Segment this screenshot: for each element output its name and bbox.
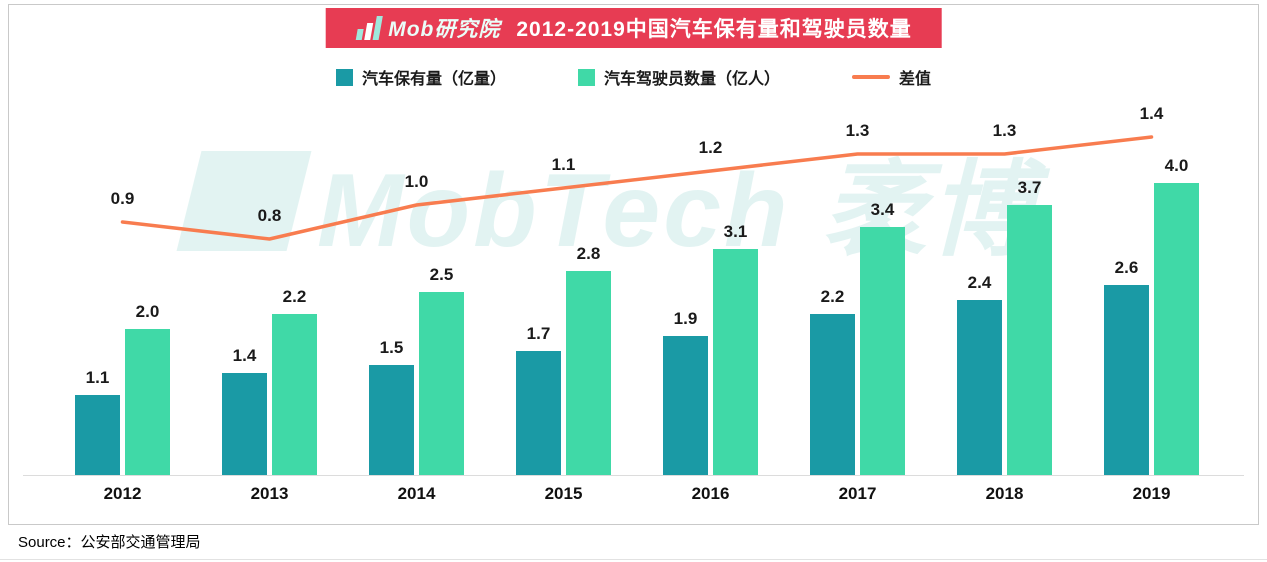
x-axis-label: 2019 — [1132, 484, 1171, 503]
bar-value-label: 2.8 — [576, 244, 601, 263]
chart-title: 2012-2019中国汽车保有量和驾驶员数量 — [516, 18, 912, 41]
bar — [419, 292, 464, 475]
bar — [1154, 183, 1199, 475]
bottom-divider — [0, 559, 1267, 560]
legend-item: 汽车驾驶员数量（亿人） — [577, 65, 780, 89]
legend-item: 差值 — [852, 65, 931, 89]
bar — [566, 271, 611, 475]
bar-value-label: 1.7 — [526, 324, 551, 343]
bar-value-label: 4.0 — [1164, 156, 1189, 175]
bar-value-label: 2.2 — [282, 287, 307, 306]
bar — [810, 314, 855, 475]
plot-area: 1.1 2.0 2012 1.4 2.2 2013 1.5 2.5 2014 1.7 2.8 2015… — [9, 5, 1258, 524]
bar-value-label: 2.4 — [967, 273, 992, 292]
mob-logo: Mob研究院 — [355, 13, 500, 43]
bar-value-label: 1.9 — [673, 309, 698, 328]
bar — [713, 249, 758, 475]
line-value-label: 1.3 — [845, 121, 870, 140]
bar — [75, 395, 120, 475]
bar — [222, 373, 267, 475]
mob-logo-text: Mob研究院 — [388, 18, 501, 41]
x-axis-label: 2017 — [838, 484, 877, 503]
legend-swatch — [577, 68, 595, 86]
bar — [1104, 285, 1149, 475]
line-value-label: 1.4 — [1139, 104, 1164, 123]
legend-label: 差值 — [899, 71, 932, 88]
bar-value-label: 2.0 — [135, 302, 160, 321]
bar — [1007, 205, 1052, 475]
legend-line-swatch — [852, 75, 890, 79]
line-value-label: 1.0 — [404, 172, 429, 191]
bar — [125, 329, 170, 475]
legend-swatch — [335, 68, 353, 86]
line-value-label: 0.9 — [110, 189, 135, 208]
x-axis-label: 2018 — [985, 484, 1024, 503]
legend: 汽车保有量（亿量） 汽车驾驶员数量（亿人） 差值 — [9, 65, 1258, 89]
diff-line-svg — [120, 135, 1154, 241]
x-axis-label: 2013 — [250, 484, 289, 503]
bar-value-label: 1.4 — [232, 346, 257, 365]
diff-line — [120, 135, 1154, 241]
legend-label: 汽车驾驶员数量（亿人） — [603, 71, 780, 88]
legend-label: 汽车保有量（亿量） — [361, 71, 506, 88]
legend-item: 汽车保有量（亿量） — [335, 65, 506, 89]
mob-logo-icon — [355, 16, 383, 40]
bar — [957, 300, 1002, 475]
x-axis-label: 2014 — [397, 484, 436, 503]
bar-value-label: 2.6 — [1114, 258, 1139, 277]
bar-value-label: 1.5 — [379, 338, 404, 357]
x-axis-label: 2012 — [103, 484, 142, 503]
x-axis-label: 2015 — [544, 484, 583, 503]
watermark-text: MobTech 袤博 — [317, 153, 1037, 269]
bar — [369, 365, 414, 475]
bar-value-label: 3.1 — [723, 222, 748, 241]
bar — [272, 314, 317, 475]
x-axis-line — [23, 475, 1244, 476]
bar-value-label: 2.2 — [820, 287, 845, 306]
bar-value-label: 2.5 — [429, 265, 454, 284]
line-value-label: 1.3 — [992, 121, 1017, 140]
line-value-label: 1.1 — [551, 155, 576, 174]
bar-value-label: 3.7 — [1017, 178, 1042, 197]
bar — [663, 336, 708, 475]
chart-frame: MobTech 袤博 Mob研究院 2012-2019中国汽车保有量和驾驶员数量… — [8, 4, 1259, 525]
source-note: Source：公安部交通管理局 — [18, 534, 201, 551]
chart-header: Mob研究院 2012-2019中国汽车保有量和驾驶员数量 — [325, 8, 942, 48]
watermark: MobTech 袤博 — [176, 125, 1037, 276]
bar — [516, 351, 561, 475]
line-value-label: 1.2 — [698, 138, 723, 157]
x-axis-label: 2016 — [691, 484, 730, 503]
line-value-label: 0.8 — [257, 206, 282, 225]
bar-value-label: 3.4 — [870, 200, 895, 219]
bar — [860, 227, 905, 475]
bar-value-label: 1.1 — [85, 368, 110, 387]
